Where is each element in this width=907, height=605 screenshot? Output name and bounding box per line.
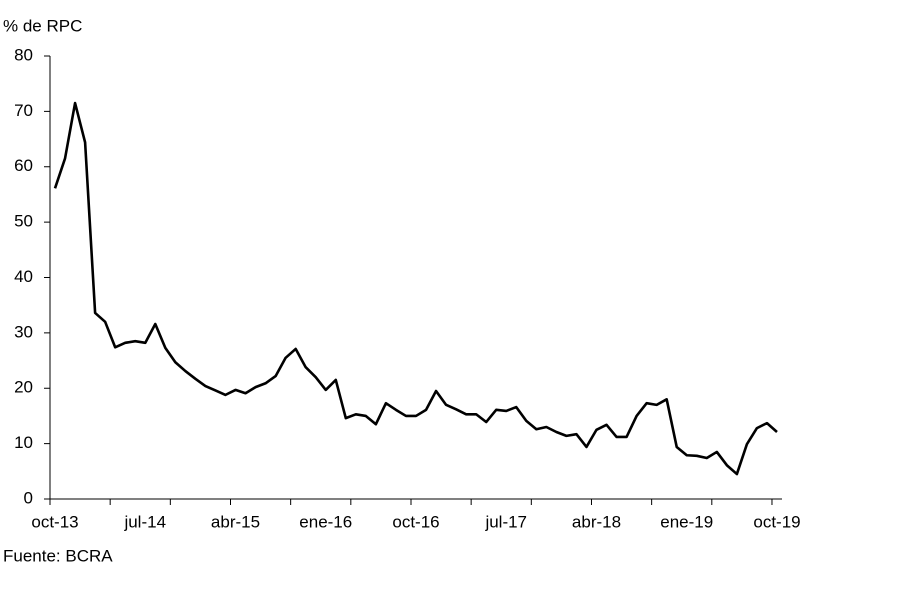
x-tick-label: oct-19 [753, 512, 800, 531]
x-tick-label: ene-16 [299, 512, 352, 531]
x-tick-label: oct-13 [31, 512, 78, 531]
y-tick-label: 70 [14, 101, 33, 120]
y-tick-label: 30 [14, 322, 33, 341]
y-tick-label: 60 [14, 156, 33, 175]
y-tick-label: 50 [14, 212, 33, 231]
source-note: Fuente: BCRA [3, 546, 113, 565]
y-tick-label: 0 [24, 488, 33, 507]
y-axis-label: % de RPC [3, 16, 82, 35]
y-tick-label: 10 [14, 433, 33, 452]
x-tick-label: oct-16 [392, 512, 439, 531]
y-tick-label: 20 [14, 378, 33, 397]
x-tick-label: ene-19 [660, 512, 713, 531]
y-tick-label: 80 [14, 45, 33, 64]
x-tick-label: abr-18 [572, 512, 621, 531]
x-tick-label: jul-17 [484, 512, 527, 531]
x-tick-label: abr-15 [211, 512, 260, 531]
y-tick-label: 40 [14, 267, 33, 286]
data-line [53, 101, 778, 476]
x-tick-label: jul-14 [123, 512, 166, 531]
